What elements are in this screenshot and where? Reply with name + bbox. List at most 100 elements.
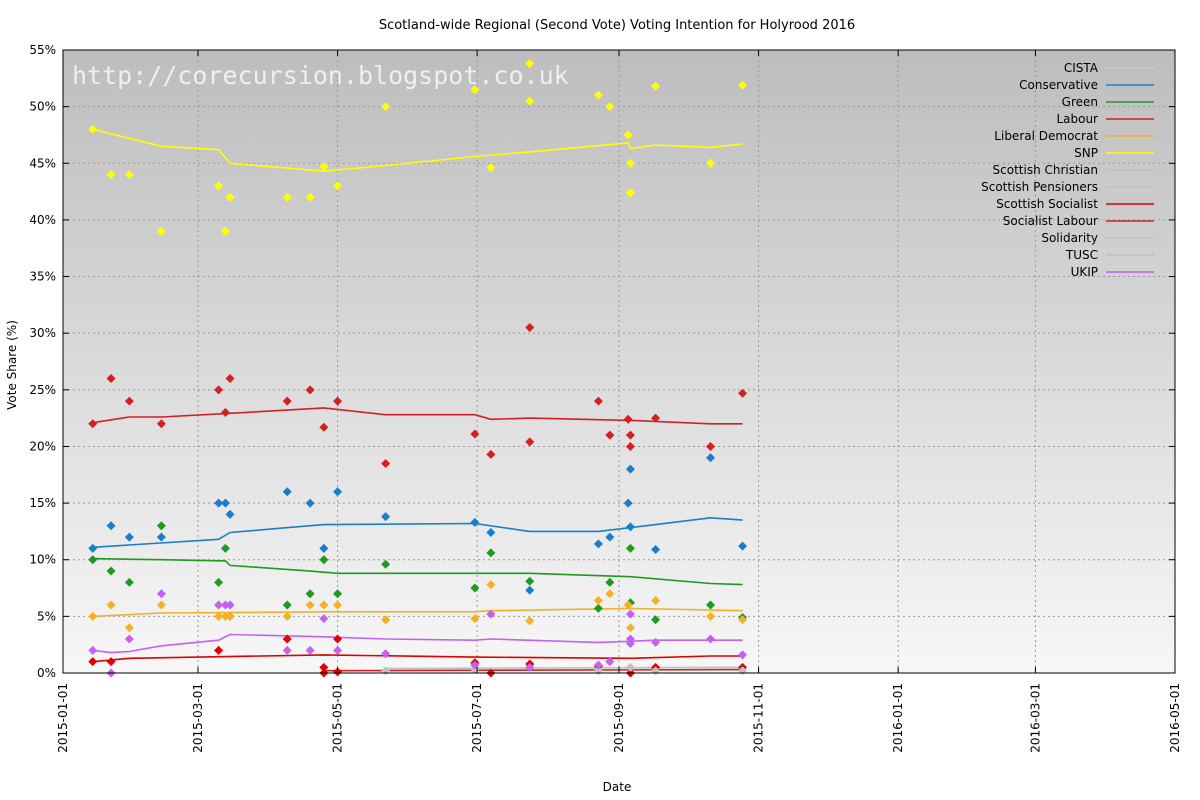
data-point-snp (156, 226, 166, 236)
data-point-green (605, 577, 615, 587)
data-point-liberal-democrat (319, 600, 329, 610)
legend-label: UKIP (1071, 265, 1098, 279)
data-point-green (282, 600, 292, 610)
axis-ticks: 0% 5% 10% 15% 20% 25% 30% 35% 40% 45% 50% 55% 2015-0… (29, 43, 1182, 753)
x-tick-label: 2015-01-01 (56, 683, 70, 753)
legend: CISTA Conservative Green Labour Liberal Demo… (981, 61, 1154, 279)
data-point-labour (124, 396, 134, 406)
trend-line-socialist-labour (323, 668, 743, 672)
data-point-snp (88, 124, 98, 134)
data-point-liberal-democrat (625, 623, 635, 633)
data-point-ukip (525, 662, 535, 672)
x-tick-label: 2015-07-01 (470, 683, 484, 753)
data-point-ukip (625, 609, 635, 619)
y-tick-label: 10% (29, 553, 56, 567)
data-point-ukip (156, 589, 166, 599)
data-point-snp (486, 163, 496, 173)
data-point-labour (605, 430, 615, 440)
data-point-ukip (625, 634, 635, 644)
data-point-conservative (651, 545, 661, 555)
data-point-snp (605, 102, 615, 112)
legend-label: Labour (1056, 112, 1098, 126)
data-point-ukip (605, 657, 615, 667)
data-point-green (319, 555, 329, 565)
data-point-snp (214, 181, 224, 191)
data-point-labour (381, 458, 391, 468)
data-point-labour (88, 419, 98, 429)
data-point-liberal-democrat (706, 611, 716, 621)
data-point-snp (593, 90, 603, 100)
data-point-labour (282, 396, 292, 406)
legend-label: Scottish Socialist (996, 197, 1098, 211)
data-point-conservative (319, 543, 329, 553)
data-point-ukip (738, 650, 748, 660)
y-tick-label: 25% (29, 383, 56, 397)
data-point-snp (738, 80, 748, 90)
data-point-labour (625, 441, 635, 451)
data-point-solidarity (625, 662, 635, 672)
x-tick-label: 2015-03-01 (191, 683, 205, 753)
data-point-conservative (156, 532, 166, 542)
data-point-liberal-democrat (623, 600, 633, 610)
trend-line-conservative (92, 516, 743, 549)
data-point-conservative (738, 541, 748, 551)
y-tick-label: 5% (37, 609, 56, 623)
data-point-ukip (124, 634, 134, 644)
trend-line-solidarity (385, 666, 743, 670)
watermark: http://corecursion.blogspot.co.uk (72, 61, 569, 90)
data-point-scottish-socialist (333, 634, 343, 644)
data-point-snp (625, 158, 635, 168)
data-point-snp (305, 192, 315, 202)
data-point-snp (106, 170, 116, 180)
data-point-liberal-democrat (225, 611, 235, 621)
data-point-labour (305, 385, 315, 395)
trend-line-snp (92, 128, 743, 173)
data-point-snp (625, 188, 635, 198)
data-point-liberal-democrat (305, 600, 315, 610)
data-point-labour (706, 441, 716, 451)
data-point-liberal-democrat (651, 596, 661, 606)
data-point-liberal-democrat (605, 589, 615, 599)
data-point-liberal-democrat (470, 614, 480, 624)
data-point-conservative (305, 498, 315, 508)
data-point-ukip (333, 645, 343, 655)
legend-label: CISTA (1064, 61, 1099, 75)
data-point-liberal-democrat (282, 611, 292, 621)
trend-line-scottish-socialist (92, 654, 743, 663)
data-point-ukip (486, 609, 496, 619)
trend-line-liberal-democrat (92, 607, 743, 618)
data-point-snp (706, 158, 716, 168)
x-tick-label: 2015-09-01 (612, 683, 626, 753)
data-point-snp (220, 226, 230, 236)
legend-label: Scottish Pensioners (981, 180, 1098, 194)
data-point-green (593, 603, 603, 613)
data-point-snp (651, 81, 661, 91)
data-point-liberal-democrat (220, 611, 230, 621)
data-point-liberal-democrat (333, 600, 343, 610)
data-point-snp (525, 96, 535, 106)
data-point-labour (738, 388, 748, 398)
data-point-green (88, 555, 98, 565)
data-point-ukip (214, 600, 224, 610)
data-point-green (214, 577, 224, 587)
data-point-ukip (220, 600, 230, 610)
legend-label: Scottish Christian (993, 163, 1098, 177)
data-point-green (220, 543, 230, 553)
data-point-labour (220, 407, 230, 417)
legend-label: Green (1062, 95, 1098, 109)
legend-label: TUSC (1065, 248, 1098, 262)
data-point-labour (333, 396, 343, 406)
x-tick-label: 2015-11-01 (752, 683, 766, 753)
data-point-green (486, 548, 496, 558)
x-axis-title: Date (603, 780, 632, 794)
trend-lines (92, 128, 743, 672)
y-tick-label: 30% (29, 326, 56, 340)
y-tick-label: 40% (29, 213, 56, 227)
grid (63, 50, 1175, 673)
data-point-conservative (470, 517, 480, 527)
data-point-scottish-socialist (319, 662, 329, 672)
legend-label: SNP (1074, 146, 1098, 160)
data-point-ukip (593, 660, 603, 670)
data-point-labour (623, 414, 633, 424)
